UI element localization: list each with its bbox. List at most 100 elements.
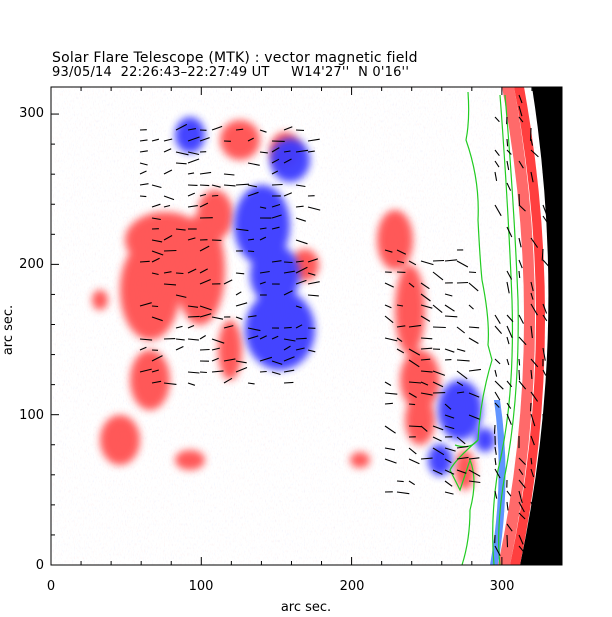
vector-arrow [235, 272, 245, 275]
vector-arrow [175, 123, 188, 131]
vector-arrow [518, 259, 523, 269]
vector-arrow [530, 138, 534, 146]
vector-arrow [530, 534, 540, 545]
vector-arrow [506, 380, 513, 388]
vector-arrow [530, 292, 534, 300]
vector-arrow [259, 335, 267, 340]
vector-arrow [259, 151, 268, 154]
vector-arrow [530, 435, 535, 446]
vector-arrow [187, 237, 196, 241]
vector-arrow [199, 184, 210, 187]
vector-arrow [518, 160, 524, 169]
image-area [51, 87, 562, 565]
vector-arrow [247, 382, 255, 385]
vector-arrow [432, 381, 444, 388]
vector-arrow [295, 239, 308, 245]
vector-arrow [259, 236, 267, 241]
vector-arrow [139, 346, 147, 351]
vector-arrow [468, 304, 474, 310]
vector-arrow [295, 184, 306, 188]
vector-arrow [247, 238, 255, 241]
vector-arrow [211, 338, 225, 344]
vector-arrow [199, 268, 208, 274]
vector-arrow [295, 347, 305, 351]
vector-arrow [295, 279, 307, 285]
vector-arrow [494, 325, 503, 334]
vector-arrow [271, 360, 283, 365]
vector-arrow [283, 192, 293, 197]
vector-arrow [151, 250, 164, 256]
vector-arrow [384, 304, 392, 309]
vector-arrow [175, 346, 184, 351]
vector-arrow [163, 382, 177, 385]
vector-arrow [307, 206, 321, 211]
vector-arrow [235, 183, 249, 186]
vector-arrow [187, 382, 196, 386]
vector-arrow [163, 271, 172, 274]
vector-arrow [247, 137, 254, 142]
vector-arrow [307, 138, 320, 142]
vector-arrow [420, 381, 429, 386]
vector-arrow [187, 158, 200, 164]
vector-arrow [506, 413, 512, 425]
x-tick-label: 300 [490, 579, 515, 594]
vector-arrow [494, 457, 497, 466]
vector-arrow [211, 194, 219, 197]
vector-arrow [444, 414, 455, 419]
vector-arrow [271, 226, 280, 230]
vector-arrow [283, 326, 292, 329]
axis-ticks [50, 87, 563, 566]
vector-arrow [420, 358, 431, 361]
vector-arrow [444, 348, 455, 353]
vector-arrow [384, 315, 394, 324]
vector-arrow [530, 501, 537, 514]
vector-arrow [163, 138, 173, 142]
vector-arrow [199, 305, 212, 311]
vector-arrow [444, 491, 454, 495]
vector-arrow [468, 392, 480, 398]
vector-arrow [444, 304, 455, 312]
vector-arrow [187, 128, 196, 131]
vector-arrow [494, 204, 502, 217]
vector-arrow [408, 392, 417, 398]
vector-arrow [211, 125, 223, 131]
vector-arrow [530, 358, 539, 368]
vector-arrow [139, 338, 153, 341]
vector-arrow [175, 338, 185, 341]
vector-arrow [408, 381, 422, 384]
vector-arrow [175, 151, 189, 156]
vector-arrow [199, 313, 212, 318]
vector-arrow [468, 414, 480, 420]
vector-arrow [456, 456, 469, 460]
vector-arrow [223, 279, 233, 285]
vector-arrow [456, 469, 467, 474]
vector-arrow [432, 304, 443, 314]
vector-arrow [420, 425, 428, 432]
vector-arrow [518, 314, 524, 324]
vector-arrow [271, 147, 280, 153]
vector-arrow [384, 458, 397, 464]
vector-arrow [494, 149, 500, 157]
vector-arrow [408, 282, 415, 288]
vector-arrow [384, 392, 398, 395]
vector-arrow [199, 335, 206, 340]
vector-arrow [432, 436, 442, 442]
vector-arrow [396, 491, 410, 495]
vector-arrow [444, 293, 453, 297]
vector-arrow [530, 369, 533, 379]
vector-arrow [542, 204, 548, 217]
vector-arrow [444, 403, 452, 410]
vector-arrow [283, 356, 295, 362]
vector-arrow [530, 391, 539, 402]
vector-arrow [456, 381, 464, 387]
vector-arrow [506, 336, 510, 345]
vector-arrow [444, 458, 452, 464]
vector-arrow [456, 445, 469, 449]
vector-arrow [432, 259, 445, 262]
vector-arrow [283, 290, 293, 296]
vector-arrow [139, 183, 149, 186]
vector-arrow [444, 315, 458, 318]
vector-arrow [542, 215, 548, 223]
vector-arrow [408, 480, 415, 486]
vector-arrow [271, 158, 280, 164]
